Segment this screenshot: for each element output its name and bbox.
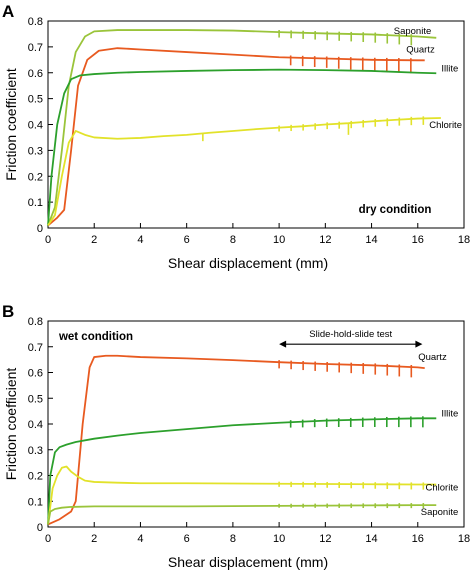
series-chlorite: Chlorite [47,465,459,525]
y-tick-label: 0.5 [28,393,43,405]
x-tick-label: 2 [91,234,97,246]
x-tick-label: 4 [137,234,143,246]
x-tick-label: 12 [319,234,331,246]
x-tick-label: 4 [137,533,143,545]
y-tick-label: 0.7 [28,342,43,354]
panel-letter: B [2,302,14,321]
annotation-arrowhead-left [279,340,287,348]
x-tick-label: 12 [319,533,331,545]
series-chlorite: Chlorite [47,116,462,226]
x-tick-label: 16 [412,533,424,545]
x-tick-label: 0 [45,234,51,246]
y-axis-title: Friction coefficient [3,68,19,181]
y-axis-title: Friction coefficient [3,368,19,481]
series-line [47,417,437,525]
annotation-text: Slide-hold-slide test [309,329,392,340]
series-line [47,68,437,226]
annotation-arrowhead-right [415,340,423,348]
condition-label: dry condition [359,204,432,216]
series-label-saponite: Saponite [421,507,459,518]
series-line [47,29,437,226]
y-tick-label: 0.5 [28,94,43,106]
series-label-chlorite: Chlorite [429,120,462,131]
series-line [47,504,437,525]
series-line [47,465,437,525]
x-tick-label: 16 [412,234,424,246]
x-tick-label: 18 [458,533,470,545]
series-illite: Illite [47,408,458,525]
y-tick-label: 0.1 [28,496,43,508]
series-illite: Illite [47,63,458,226]
series-line [47,354,425,526]
y-tick-label: 0.2 [28,471,43,483]
condition-label: wet condition [58,331,133,343]
y-tick-label: 0.2 [28,171,43,183]
y-tick-label: 0.6 [28,68,43,80]
y-tick-label: 0.8 [28,316,43,328]
series-line [47,117,441,226]
y-tick-label: 0.4 [28,419,43,431]
chart-panel-a: 0 2 4 6 8 10 12 14 16 18 0 0.1 0.2 0.3 0.4 0.5 0.6 0.7 0.8… [2,2,470,271]
x-axis-title: Shear displacement (mm) [168,554,328,570]
y-tick-label: 0.3 [28,445,43,457]
panel-letter: A [2,2,14,21]
series-line [47,47,425,227]
y-tick-label: 0.8 [28,16,43,28]
x-tick-label: 8 [230,533,236,545]
x-tick-label: 6 [184,234,190,246]
series-label-saponite: Saponite [394,26,432,37]
x-tick-label: 14 [365,533,377,545]
y-tick-label: 0.3 [28,145,43,157]
series-quartz: Quartz [47,44,435,227]
series-saponite: Saponite [47,26,437,226]
x-tick-label: 6 [184,533,190,545]
y-tick-label: 0.7 [28,42,43,54]
x-axis-title: Shear displacement (mm) [168,255,328,271]
x-tick-label: 14 [365,234,377,246]
y-tick-label: 0 [37,522,43,534]
series-quartz: Quartz [47,352,447,526]
chart-panel-b: 0 2 4 6 8 10 12 14 16 18 0 0.1 0.2 0.3 0.4 0.5 0.6 0.7 0.8… [2,302,470,570]
series-label-chlorite: Chlorite [426,483,459,494]
series-label-quartz: Quartz [406,44,435,55]
series-label-illite: Illite [441,63,458,74]
plot-frame [47,20,465,229]
x-tick-label: 18 [458,234,470,246]
y-tick-label: 0.1 [28,197,43,209]
series-label-quartz: Quartz [418,352,447,363]
y-tick-label: 0 [37,223,43,235]
x-tick-label: 10 [273,234,285,246]
x-tick-label: 0 [45,533,51,545]
x-tick-label: 8 [230,234,236,246]
x-tick-label: 2 [91,533,97,545]
y-tick-label: 0.6 [28,368,43,380]
series-saponite: Saponite [47,503,459,525]
series-label-illite: Illite [441,408,458,419]
x-tick-label: 10 [273,533,285,545]
y-tick-label: 0.4 [28,120,43,132]
